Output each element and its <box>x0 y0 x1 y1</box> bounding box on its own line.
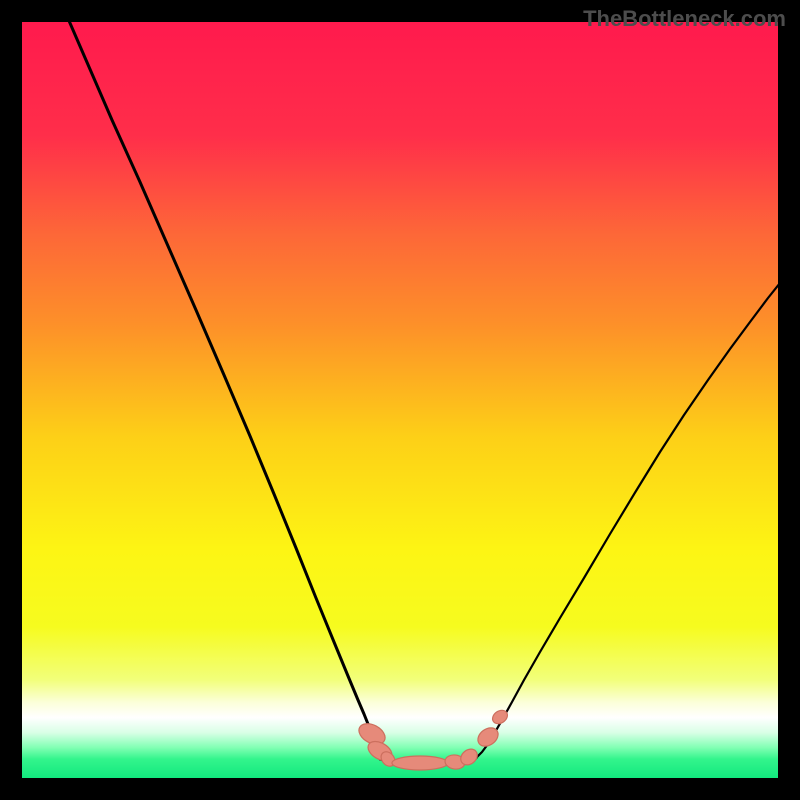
gradient-background <box>22 22 778 778</box>
curve-marker-3 <box>392 756 448 770</box>
chart-svg <box>0 0 800 800</box>
chart-root: TheBottleneck.com <box>0 0 800 800</box>
watermark-text: TheBottleneck.com <box>583 6 786 32</box>
